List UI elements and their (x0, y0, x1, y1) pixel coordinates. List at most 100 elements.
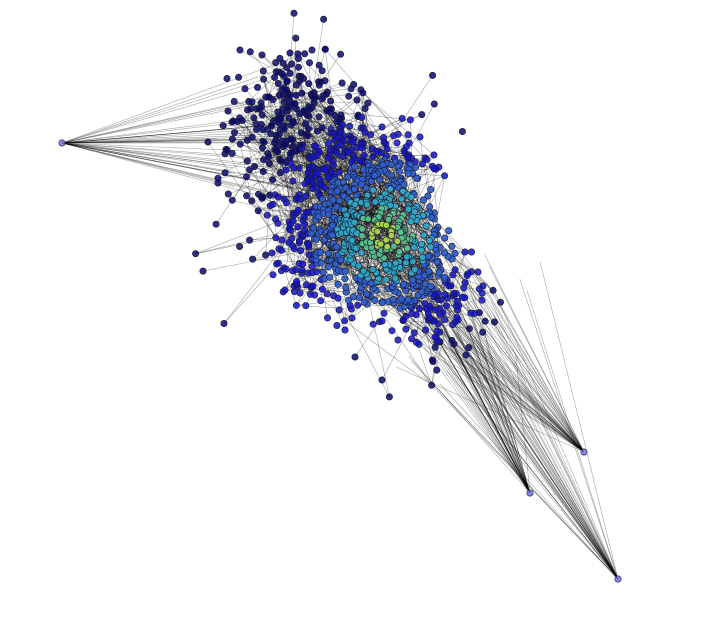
outlier-edge (437, 297, 531, 494)
node (461, 279, 469, 287)
outlier-edge (478, 291, 585, 453)
node (358, 225, 366, 233)
outlier-edge (417, 277, 619, 580)
node (323, 290, 331, 298)
node (338, 79, 346, 87)
node (422, 222, 430, 230)
edge (292, 142, 362, 222)
node (236, 46, 244, 54)
node (305, 240, 313, 248)
outlier-edge (61, 142, 284, 198)
edge (344, 320, 432, 386)
node (319, 268, 327, 276)
node (364, 99, 372, 107)
node (297, 247, 305, 255)
node (334, 280, 342, 288)
outlier-edge (430, 317, 619, 580)
node (371, 296, 379, 304)
node (367, 131, 375, 139)
node (327, 97, 335, 105)
edge (225, 149, 277, 238)
edge (399, 175, 445, 268)
edge (246, 115, 310, 196)
node (323, 314, 331, 322)
outlier-edge (444, 253, 585, 453)
node (371, 172, 379, 180)
node (324, 263, 332, 271)
node (315, 81, 323, 89)
node (298, 266, 306, 274)
node (406, 116, 414, 124)
node (221, 169, 229, 177)
node (369, 265, 377, 273)
node (265, 153, 273, 161)
node (243, 157, 251, 165)
edge (223, 262, 279, 324)
edge (232, 138, 311, 183)
outlier-edge (456, 341, 531, 494)
node (395, 248, 403, 256)
node (298, 145, 306, 153)
node (296, 289, 304, 297)
outlier-edge (422, 375, 619, 580)
outlier-edge (408, 297, 619, 580)
node (428, 381, 436, 389)
node (263, 211, 271, 219)
node (394, 336, 402, 344)
outlier-edge (482, 327, 531, 494)
node (280, 125, 288, 133)
node (433, 366, 441, 374)
outlier-edge (484, 328, 585, 453)
node (465, 344, 473, 352)
node (445, 227, 453, 235)
edge (259, 109, 340, 139)
edge (416, 178, 418, 207)
node (289, 217, 297, 225)
node (265, 160, 273, 168)
node (313, 268, 321, 276)
edge (325, 233, 345, 321)
node (464, 270, 472, 278)
node (324, 174, 332, 182)
edge (437, 295, 454, 324)
node (276, 54, 284, 62)
edge (286, 133, 336, 171)
edge (274, 194, 290, 243)
node (275, 131, 283, 139)
outlier-edge (447, 293, 619, 580)
outlier-edge (61, 142, 297, 190)
outlier-edge (61, 142, 233, 168)
node (369, 186, 377, 194)
outlier-edge (418, 313, 585, 453)
node (292, 277, 300, 285)
node (354, 301, 362, 309)
outlier-edge (539, 262, 619, 580)
node (324, 154, 332, 162)
node (294, 206, 302, 214)
edge (258, 210, 336, 265)
node (433, 258, 441, 266)
node (329, 196, 337, 204)
node (259, 193, 267, 201)
node (378, 123, 386, 131)
outlier-edge (453, 291, 531, 494)
edge (296, 95, 337, 148)
node (479, 328, 487, 336)
node (320, 15, 328, 23)
node (465, 325, 473, 333)
node (276, 169, 284, 177)
node (260, 75, 268, 83)
node (289, 136, 297, 144)
node (337, 50, 345, 58)
node (309, 282, 317, 290)
outlier-edge (452, 313, 585, 453)
outlier-edge (61, 89, 295, 144)
edge (272, 94, 327, 180)
edge (302, 144, 312, 234)
node (335, 197, 343, 205)
node (402, 325, 410, 333)
edge (284, 210, 329, 291)
outlier-edge (443, 315, 619, 580)
edge (286, 67, 483, 301)
node (474, 268, 482, 276)
